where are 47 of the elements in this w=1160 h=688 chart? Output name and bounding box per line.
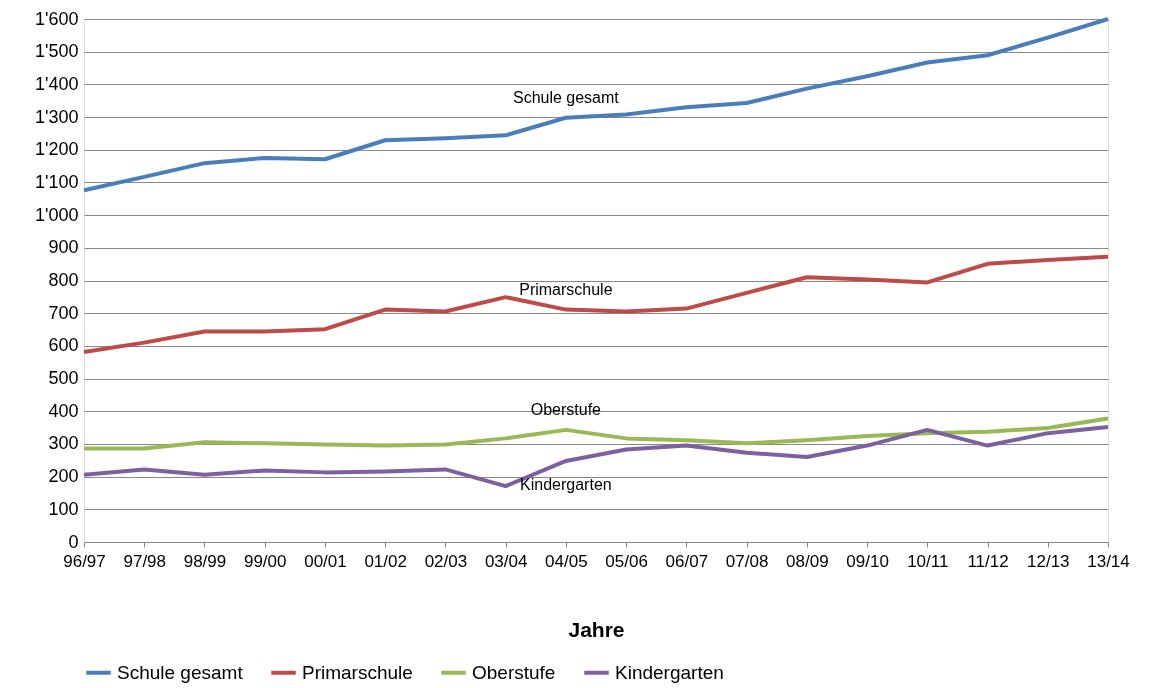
y-tick-label: 1'200 <box>35 139 79 160</box>
legend-label: Kindergarten <box>615 661 724 683</box>
x-tick-label: 08/09 <box>786 551 829 571</box>
y-tick-label: 600 <box>48 335 79 356</box>
y-tick-label: 200 <box>48 466 79 487</box>
line-series <box>82 416 1110 451</box>
x-tick-label: 03/04 <box>484 551 528 571</box>
y-tick-label: 1'300 <box>35 106 79 127</box>
line-series <box>82 254 1110 355</box>
annotation: Kindergarten <box>520 475 612 493</box>
x-tick-label: 10/11 <box>907 551 949 571</box>
annotation: Oberstufe <box>530 400 602 418</box>
x-tick-label: 98/99 <box>183 551 227 571</box>
x-tick-label: 12/13 <box>1026 551 1070 571</box>
x-tick-label: 97/98 <box>123 551 167 571</box>
x-tick-label: 01/02 <box>364 551 407 571</box>
x-tick-label: 09/10 <box>846 551 889 571</box>
annotation: Primarschule <box>519 280 613 298</box>
y-tick-label: 1'600 <box>35 8 79 29</box>
legend-label: Primarschule <box>302 661 413 683</box>
y-tick-label: 100 <box>48 498 79 519</box>
y-tick-label: 400 <box>48 400 79 421</box>
y-tick-label: 300 <box>48 433 79 454</box>
x-tick-label: 00/01 <box>304 551 347 571</box>
x-axis-title: Jahre <box>568 617 625 641</box>
y-tick-label: 700 <box>48 302 79 323</box>
x-tick-label: 07/08 <box>725 551 769 571</box>
y-tick-label: 1'400 <box>35 73 79 94</box>
x-tick-label: 05/06 <box>605 551 648 571</box>
x-tick-label: 04/05 <box>545 551 588 571</box>
line-series <box>82 17 1110 193</box>
y-tick-label: 500 <box>48 368 79 389</box>
x-tick-label: 13/14 <box>1087 551 1130 571</box>
y-tick-label: 1'100 <box>35 171 79 192</box>
y-tick-label: 1'000 <box>35 204 79 225</box>
y-tick-label: 1'500 <box>35 41 79 62</box>
legend-label: Oberstufe <box>472 661 556 683</box>
y-tick-label: 900 <box>48 237 79 258</box>
x-tick-label: 99/00 <box>243 551 287 571</box>
legend-label: Schule gesamt <box>117 661 244 683</box>
y-tick-label: 800 <box>48 270 79 290</box>
x-tick-label: 11/12 <box>967 551 1009 571</box>
x-tick-label: 06/07 <box>665 551 709 571</box>
annotation: Schule gesamt <box>512 88 620 106</box>
y-tick-label: 0 <box>68 531 79 552</box>
x-tick-label: 02/03 <box>424 551 468 571</box>
x-tick-label: 96/97 <box>63 551 106 571</box>
